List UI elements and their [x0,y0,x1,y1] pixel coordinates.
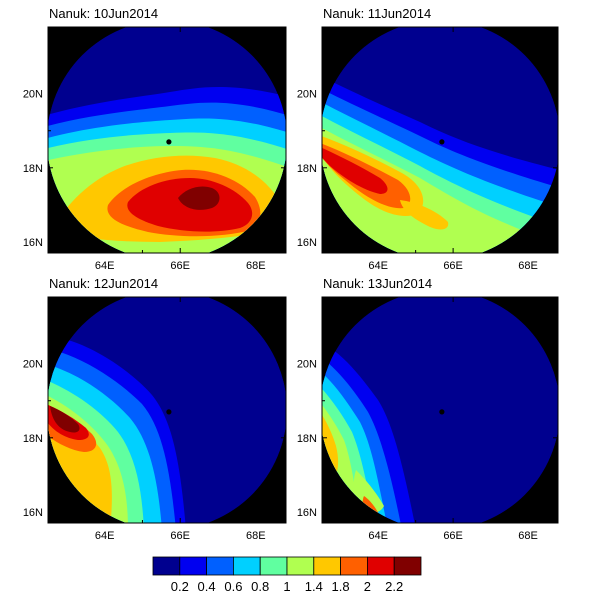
colorbar-swatch [259,556,288,576]
x-tick-label: 64E [368,260,388,272]
panel-title: Nanuk: 11Jun2014 [323,6,431,21]
y-tick-label: 18N [23,433,43,445]
storm-center-marker [166,409,172,415]
y-tick-label: 16N [23,507,43,519]
colorbar-swatch [206,556,234,576]
y-tick-label: 16N [297,237,317,249]
panel-title: Nanuk: 13Jun2014 [323,276,432,291]
contour-band [178,186,220,210]
x-tick-label: 64E [368,530,388,542]
colorbar-label: 1.8 [332,579,350,594]
contour-band [400,200,449,230]
storm-center-marker [166,139,172,145]
y-tick-label: 18N [23,163,43,175]
y-tick-label: 16N [23,237,43,249]
x-tick-label: 68E [518,530,538,542]
colorbar-label: 0.8 [251,579,269,594]
colorbar-swatch [152,556,181,576]
colorbar-swatch [232,556,261,576]
map-panel-4: 64E 66E 68E 20N 18N 16N Nanuk: 13Jun2014 [297,276,559,542]
colorbar-label: 1 [283,579,290,594]
y-tick-label: 18N [297,163,317,175]
x-tick-label: 66E [443,260,463,272]
contour-band [50,406,80,433]
y-tick-label: 16N [297,507,317,519]
colorbar-swatch [179,556,208,576]
panel-title: Nanuk: 12Jun2014 [49,276,158,291]
x-tick-label: 68E [518,260,538,272]
x-tick-label: 66E [170,260,190,272]
colorbar-swatch [286,556,315,576]
plot-frame [321,296,559,524]
y-tick-label: 18N [297,433,317,445]
colorbar-label: 1.4 [305,579,323,594]
x-tick-label: 66E [443,530,463,542]
plot-frame [47,296,287,524]
map-panel-2: 64E 66E 68E 20N 18N 16N Nanuk: 11Jun2014 [297,6,559,272]
colorbar-label: 0.2 [171,579,189,594]
plot-frame [321,26,559,254]
x-tick-label: 66E [170,530,190,542]
colorbar-label: 2.2 [385,579,403,594]
colorbar-label: 0.4 [198,579,216,594]
y-tick-label: 20N [297,359,317,371]
colorbar-label: 2 [364,579,371,594]
plot-frame [47,26,287,254]
storm-center-marker [439,139,445,145]
colorbar-swatch [366,556,395,576]
x-tick-label: 64E [95,530,115,542]
y-tick-label: 20N [297,89,317,101]
y-tick-label: 20N [23,89,43,101]
contour-band [322,146,388,194]
map-panel-3: 64E 66E 68E 20N 18N 16N Nanuk: 12Jun2014 [23,276,287,542]
y-tick-label: 20N [23,359,43,371]
colorbar-swatch [313,556,341,576]
x-tick-label: 68E [246,260,266,272]
colorbar-swatch [393,556,422,576]
x-tick-label: 64E [95,260,115,272]
contour-band [322,398,339,481]
x-tick-label: 68E [246,530,266,542]
storm-center-marker [439,409,445,415]
colorbar-label: 0.6 [224,579,242,594]
panel-title: Nanuk: 10Jun2014 [49,6,158,21]
map-panel-1: 64E 66E 68E 20N 18N 16N Nanuk: 10Jun2014 [23,6,287,272]
colorbar-swatch [340,556,368,576]
colorbar: 0.2 0.4 0.6 0.8 1 1.4 1.8 2 2.2 [152,556,422,594]
